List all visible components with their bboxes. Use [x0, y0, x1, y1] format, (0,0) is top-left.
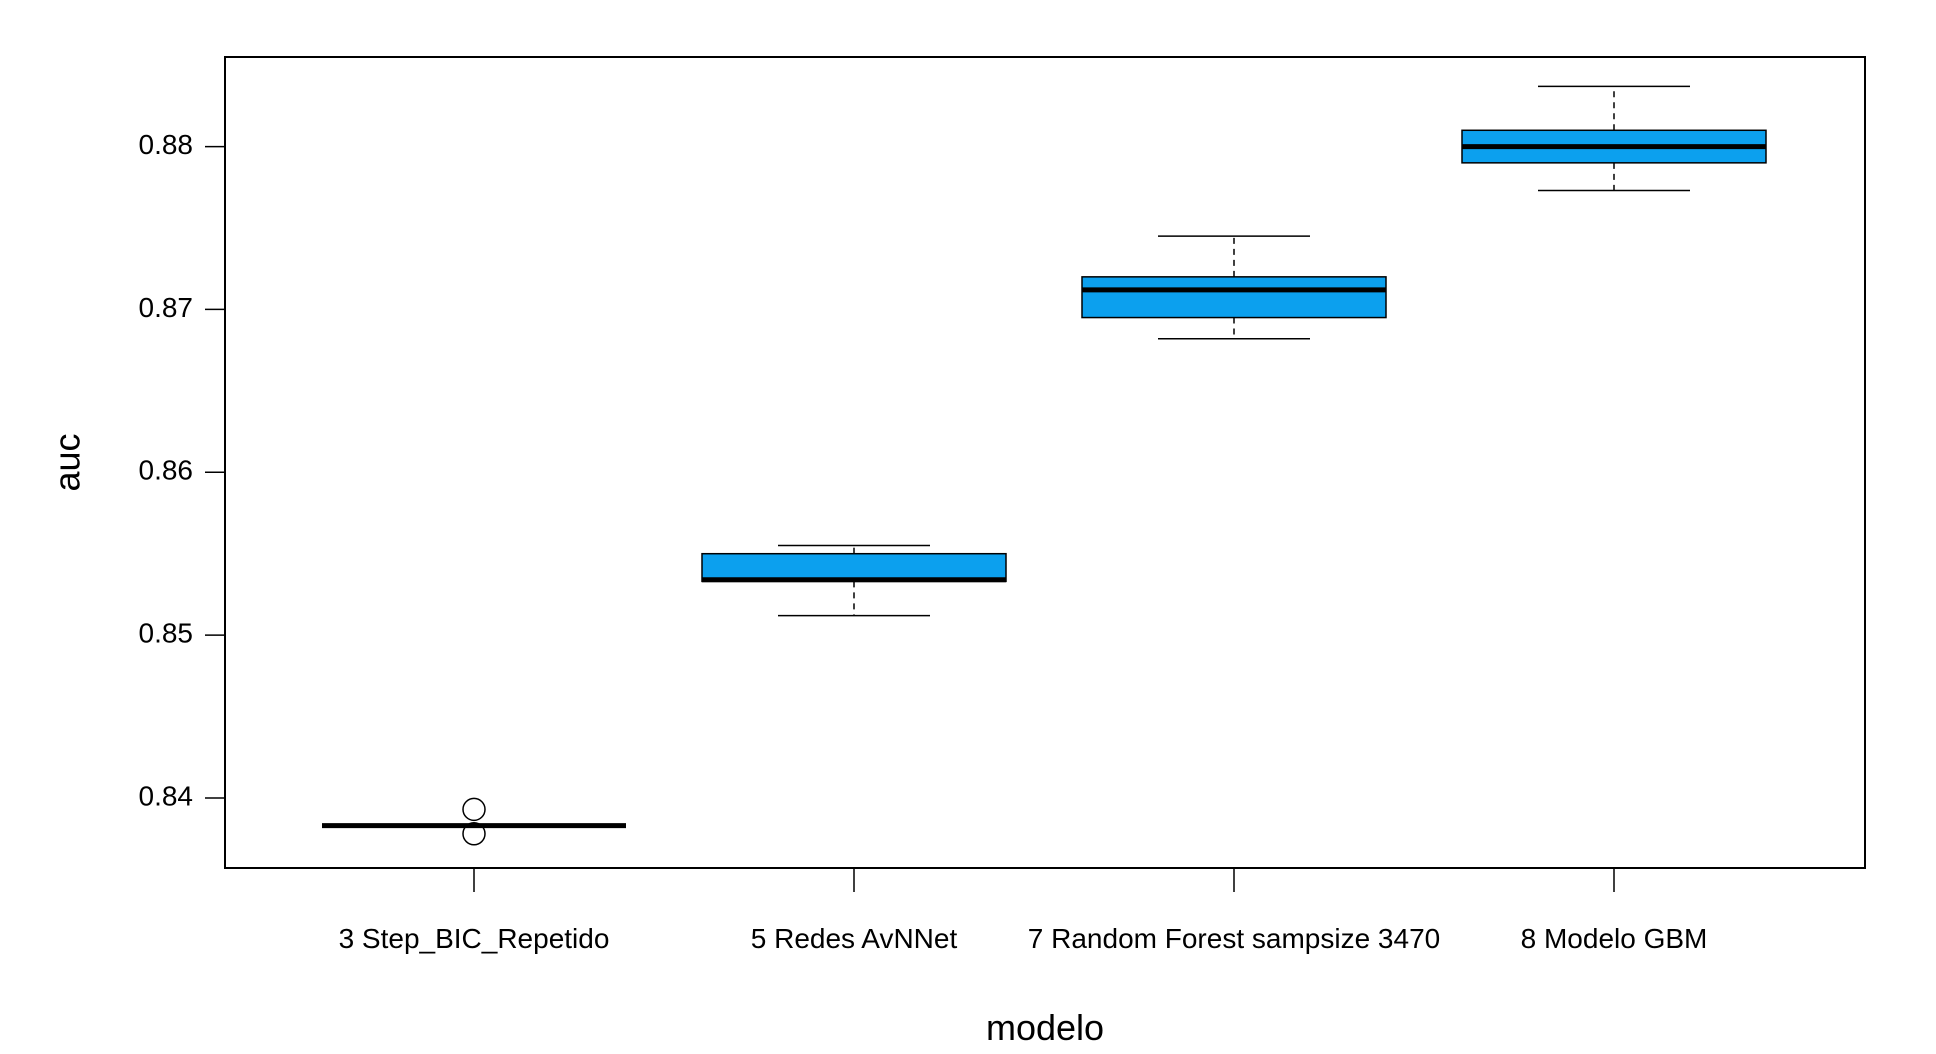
plot-frame	[224, 56, 1866, 869]
x-tick-label: 8 Modelo GBM	[1521, 923, 1708, 954]
box-body	[701, 552, 1007, 583]
x-tick-label: 3 Step_BIC_Repetido	[339, 923, 610, 954]
axes-layer: 0.84 0.85 0.86 0.87 0.88 3 Step_BIC_Repetido 5…	[139, 129, 1708, 954]
x-axis-title: modelo	[986, 1007, 1104, 1048]
outlier-point	[462, 822, 486, 846]
y-tick-label: 0.84	[139, 780, 194, 811]
y-tick-label: 0.86	[139, 455, 194, 486]
x-tick-label: 7 Random Forest sampsize 3470	[1028, 923, 1440, 954]
y-tick-label: 0.87	[139, 292, 194, 323]
y-tick-label: 0.85	[139, 618, 194, 649]
outlier-point	[462, 797, 486, 822]
y-axis-title: auc	[47, 433, 88, 491]
marks-layer	[322, 85, 1767, 846]
y-tick-label: 0.88	[139, 129, 194, 160]
box-body	[1081, 276, 1387, 319]
x-tick-label: 5 Redes AvNNet	[751, 923, 958, 954]
